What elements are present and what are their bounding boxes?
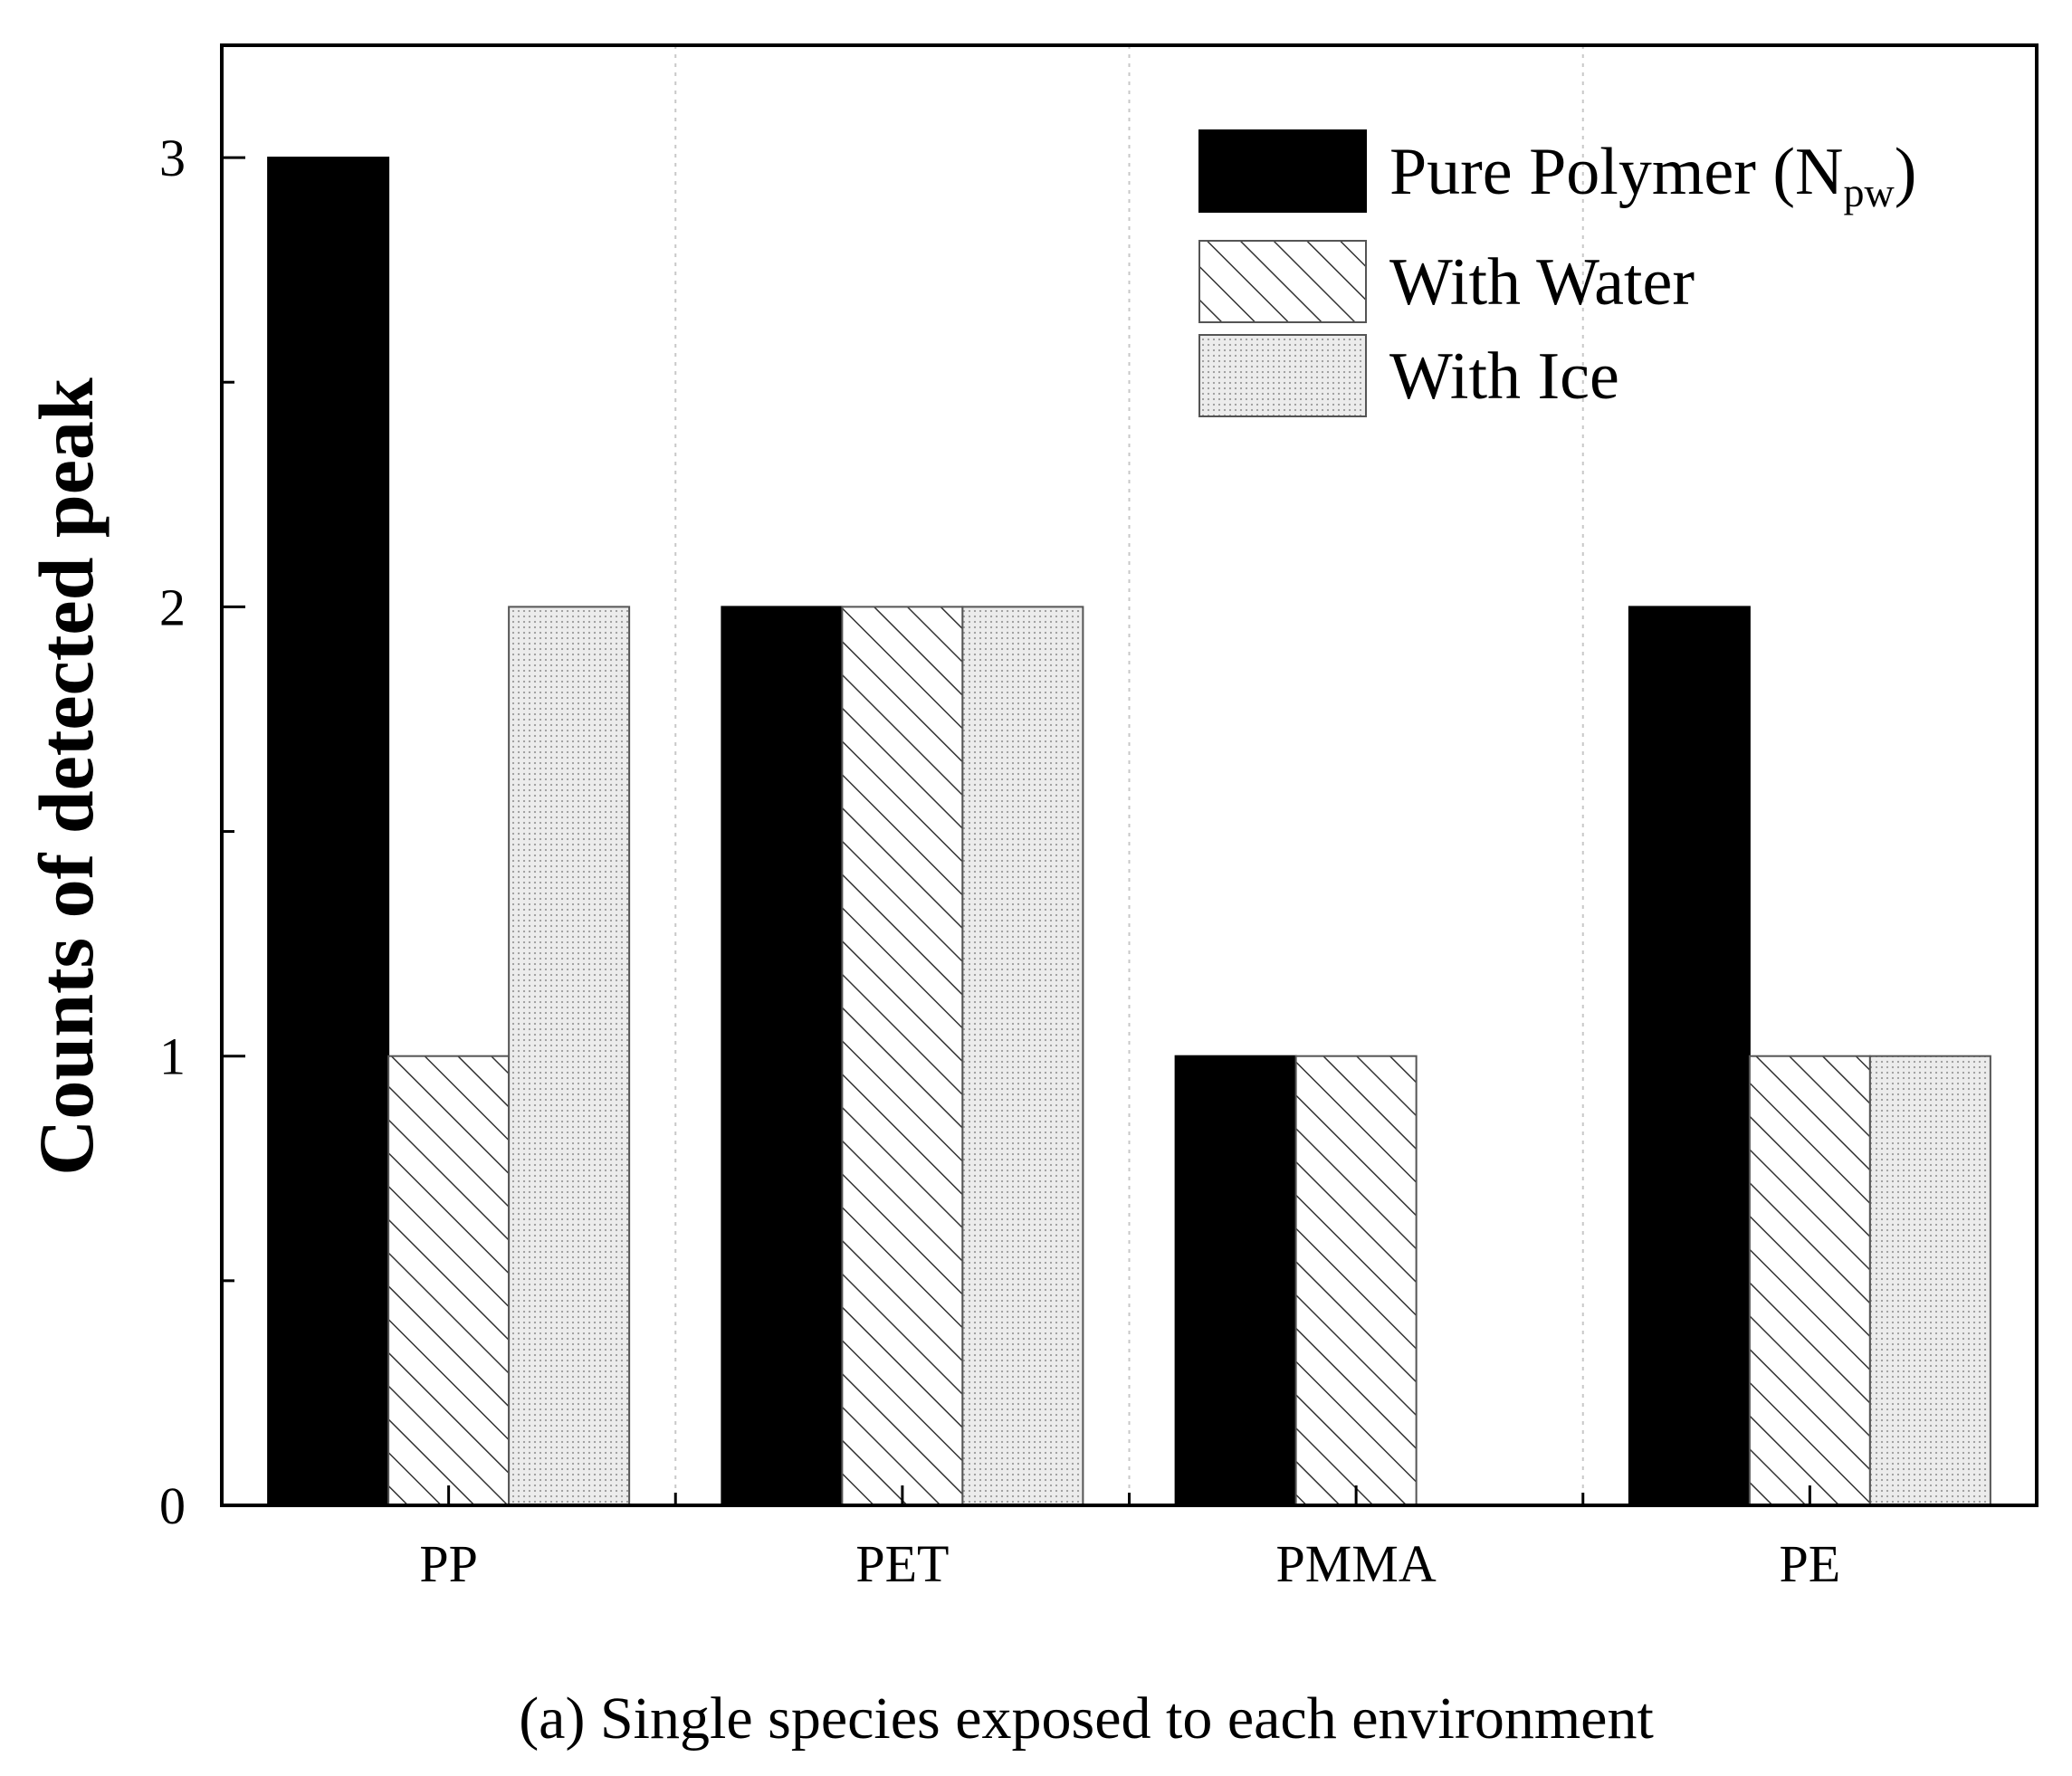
bar-pe-with-water — [1748, 1055, 1871, 1506]
bar-pp-with-water — [387, 1055, 511, 1506]
bar-pmma-pure-polymer — [1174, 1055, 1297, 1506]
bar-pet-with-water — [841, 606, 964, 1506]
bar-pp-pure-polymer — [267, 157, 390, 1507]
legend-label-with-water: With Water — [1389, 245, 1695, 320]
bar-pe-with-ice — [1868, 1055, 1991, 1506]
y-tick-label: 1 — [159, 1027, 186, 1086]
bar-pmma-with-water — [1294, 1055, 1418, 1506]
figure-caption: (a) Single species exposed to each envir… — [519, 1685, 1654, 1752]
y-tick-label: 0 — [159, 1476, 186, 1535]
y-tick-label: 3 — [159, 129, 186, 187]
legend-swatch-with-water — [1198, 240, 1367, 323]
legend-label-with-ice: With Ice — [1389, 339, 1619, 414]
bar-pp-with-ice — [508, 606, 631, 1506]
bar-pe-pure-polymer — [1628, 606, 1751, 1506]
x-tick-label: PET — [855, 1534, 949, 1593]
x-tick-label: PE — [1780, 1534, 1841, 1593]
legend-swatch-pure-polymer — [1198, 129, 1367, 213]
bar-pet-pure-polymer — [721, 606, 844, 1506]
y-axis-label: Counts of detected peak — [23, 377, 110, 1176]
x-tick-label: PP — [419, 1534, 478, 1593]
bar-pet-with-ice — [961, 606, 1084, 1506]
y-tick-label: 2 — [159, 578, 186, 636]
legend-label-pure-polymer: Pure Polymer (Npw) — [1389, 135, 1916, 215]
x-tick-label: PMMA — [1275, 1534, 1436, 1593]
legend-swatch-with-ice — [1198, 334, 1367, 417]
plot-frame — [220, 43, 2039, 1507]
